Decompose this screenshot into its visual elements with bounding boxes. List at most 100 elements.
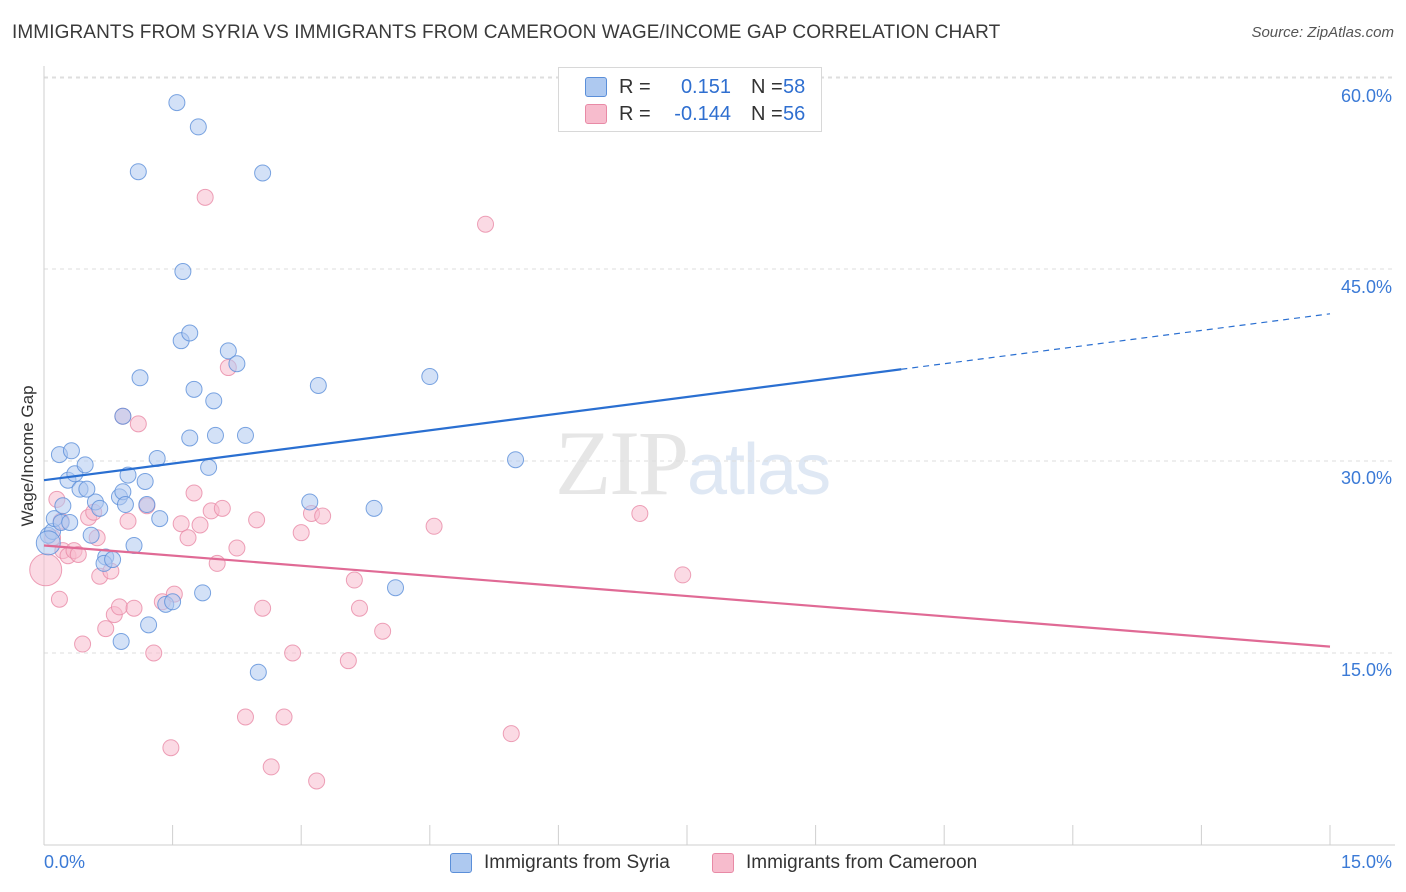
syria-trend-extension (901, 313, 1331, 370)
syria-point (365, 499, 383, 517)
cameroon-point (125, 599, 143, 617)
cameroon-point (314, 507, 332, 525)
syria-point (151, 510, 169, 528)
legend-cameroon-swatch (712, 853, 734, 873)
syria-point (421, 368, 439, 386)
syria-point (301, 493, 319, 511)
syria-point (129, 163, 147, 181)
cameroon-point (29, 553, 63, 587)
cameroon-point (228, 539, 246, 557)
x-tick-label-min: 0.0% (44, 852, 86, 872)
cameroon-point (674, 566, 692, 584)
cameroon-point (179, 529, 197, 547)
syria-n-value: 58 (783, 75, 806, 98)
x-tick-label-max: 15.0% (1340, 852, 1392, 872)
cameroon-point (374, 622, 392, 640)
syria-point (194, 584, 212, 602)
y-tick-label-45: 45.0% (1340, 277, 1392, 297)
syria-point (181, 429, 199, 447)
watermark-atlas: atlas (687, 430, 831, 510)
syria-point (249, 663, 267, 681)
syria-point (119, 466, 137, 484)
legend-item-syria: Immigrants from Syria (450, 852, 670, 874)
cameroon-point (631, 504, 649, 522)
syria-r-label: R = (619, 75, 651, 98)
cameroon-point (213, 499, 231, 517)
chart-title: IMMIGRANTS FROM SYRIA VS IMMIGRANTS FROM… (12, 22, 1001, 43)
syria-swatch (585, 77, 607, 97)
watermark: ZIPatlas (555, 410, 831, 516)
cameroon-point (145, 644, 163, 662)
cameroon-point (236, 708, 254, 726)
syria-point (200, 458, 218, 476)
syria-point (309, 376, 327, 394)
cameroon-point (262, 758, 280, 776)
cameroon-point (248, 511, 266, 529)
cameroon-point (345, 571, 363, 589)
cameroon-n-label: N = (751, 102, 783, 125)
syria-point (114, 407, 132, 425)
syria-point (104, 551, 122, 569)
cameroon-point (119, 512, 137, 530)
cameroon-point (191, 516, 209, 534)
syria-point (254, 164, 272, 182)
cameroon-point (284, 644, 302, 662)
syria-point (206, 426, 224, 444)
syria-point (136, 472, 154, 490)
cameroon-point (308, 772, 326, 790)
legend-item-cameroon: Immigrants from Cameroon (712, 852, 977, 874)
cameroon-point (425, 517, 443, 535)
cameroon-point (350, 599, 368, 617)
cameroon-point (477, 215, 495, 233)
syria-point (507, 451, 525, 469)
syria-point (168, 94, 186, 112)
cameroon-point (97, 620, 115, 638)
legend-cameroon-label: Immigrants from Cameroon (746, 852, 978, 873)
syria-point (82, 526, 100, 544)
cameroon-point (254, 599, 272, 617)
cameroon-point (275, 708, 293, 726)
series-legend: Immigrants from Syria Immigrants from Ca… (0, 852, 1406, 878)
cameroon-point (196, 188, 214, 206)
syria-point (112, 632, 130, 650)
syria-r-value: 0.151 (680, 75, 731, 98)
stats-legend: R = 0.151 N = 58 R = -0.144 N = 56 (558, 67, 822, 132)
cameroon-point (292, 524, 310, 542)
syria-n-label: N = (751, 75, 783, 98)
cameroon-point (74, 635, 92, 653)
syria-point (189, 118, 207, 136)
cameroon-trend-line (43, 544, 1331, 648)
y-tick-label-30: 30.0% (1340, 468, 1392, 488)
cameroon-point (69, 545, 87, 563)
cameroon-r-value: -0.144 (674, 102, 731, 125)
syria-point (116, 496, 134, 514)
y-axis-label: Wage/Income Gap (18, 385, 37, 527)
cameroon-point (185, 484, 203, 502)
syria-point (54, 497, 72, 515)
cameroon-point (129, 415, 147, 433)
cameroon-point (172, 515, 190, 533)
syria-point (62, 442, 80, 460)
syria-point (140, 616, 158, 634)
syria-point (138, 496, 156, 514)
source-label: Source: ZipAtlas.com (1251, 24, 1394, 41)
y-tick-label-15: 15.0% (1340, 660, 1392, 680)
syria-point (131, 369, 149, 387)
cameroon-point (50, 590, 68, 608)
cameroon-r-label: R = (619, 102, 651, 125)
watermark-zip: ZIP (555, 412, 689, 514)
legend-row-syria: R = 0.151 N = 58 (585, 75, 805, 99)
cameroon-point (502, 725, 520, 743)
cameroon-n-value: 56 (783, 102, 806, 125)
syria-point (387, 579, 405, 597)
legend-syria-swatch (450, 853, 472, 873)
legend-row-cameroon: R = -0.144 N = 56 (585, 102, 805, 126)
syria-point (185, 380, 203, 398)
syria-point (228, 355, 246, 373)
syria-trend-line (43, 368, 902, 482)
syria-point (35, 530, 61, 556)
syria-point (181, 324, 199, 342)
syria-point (205, 392, 223, 410)
syria-point (164, 593, 182, 611)
